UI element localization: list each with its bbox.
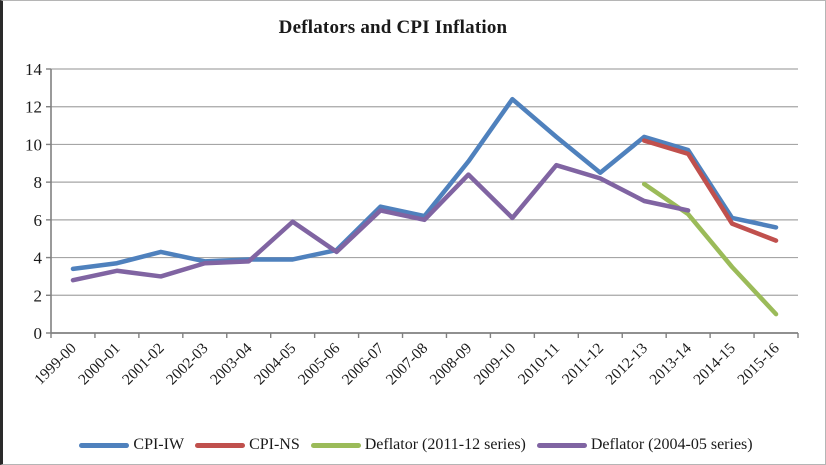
legend-label: CPI-NS [249, 436, 300, 453]
x-tick-label: 2015-16 [734, 340, 783, 389]
series-line-cpi-iw [70, 96, 779, 272]
x-tick-label: 2004-05 [251, 340, 300, 389]
legend-swatch [536, 442, 587, 448]
x-tick-label: 2006-07 [339, 340, 388, 389]
y-tick-label: 12 [25, 98, 42, 117]
legend-label: Deflator (2004-05 series) [590, 436, 753, 453]
x-tick-label: 2001-02 [119, 340, 168, 389]
legend-item: CPI-IW [79, 436, 184, 454]
y-tick-label: 8 [34, 173, 43, 192]
x-tick-label: 2003-04 [207, 340, 256, 389]
x-tick-label: 2014-15 [690, 340, 739, 389]
legend-item: CPI-NS [195, 436, 300, 454]
legend-swatch [195, 442, 246, 448]
legend-swatch [79, 442, 130, 448]
line-chart: 024681012141999-002000-012001-022002-032… [25, 60, 799, 389]
y-tick-label: 2 [34, 286, 43, 305]
x-tick-label: 2002-03 [163, 340, 212, 389]
chart-title: Deflators and CPI Inflation [278, 17, 508, 38]
series-line-deflator-2004-05-series [70, 162, 691, 283]
y-tick-label: 14 [25, 60, 43, 79]
x-tick-label: 2007-08 [383, 340, 432, 389]
x-tick-label: 2013-14 [646, 340, 695, 389]
x-tick-label: 2000-01 [75, 340, 124, 389]
y-tick-label: 4 [34, 249, 43, 268]
x-tick-label: 2011-12 [559, 340, 607, 388]
chart-legend: CPI-IW CPI-NS Deflator (2011-12 series) Def… [3, 436, 825, 454]
series-line-deflator-2011-12-series [641, 181, 779, 317]
legend-label: Deflator (2011-12 series) [364, 436, 526, 453]
y-tick-label: 0 [34, 324, 43, 343]
x-tick-label: 2012-13 [602, 340, 651, 389]
legend-item: Deflator (2011-12 series) [310, 436, 526, 454]
y-tick-label: 10 [25, 135, 42, 154]
x-tick-label: 2005-06 [295, 340, 344, 389]
legend-swatch [310, 442, 361, 448]
series-line-cpi-ns [641, 138, 779, 243]
y-tick-label: 6 [34, 211, 43, 230]
x-tick-label: 2009-10 [471, 340, 520, 389]
legend-label: CPI-IW [133, 436, 185, 453]
x-tick-label: 2008-09 [427, 340, 476, 389]
x-tick-label: 1999-00 [31, 340, 80, 389]
x-tick-label: 2010-11 [515, 340, 563, 388]
legend-item: Deflator (2004-05 series) [536, 436, 753, 454]
